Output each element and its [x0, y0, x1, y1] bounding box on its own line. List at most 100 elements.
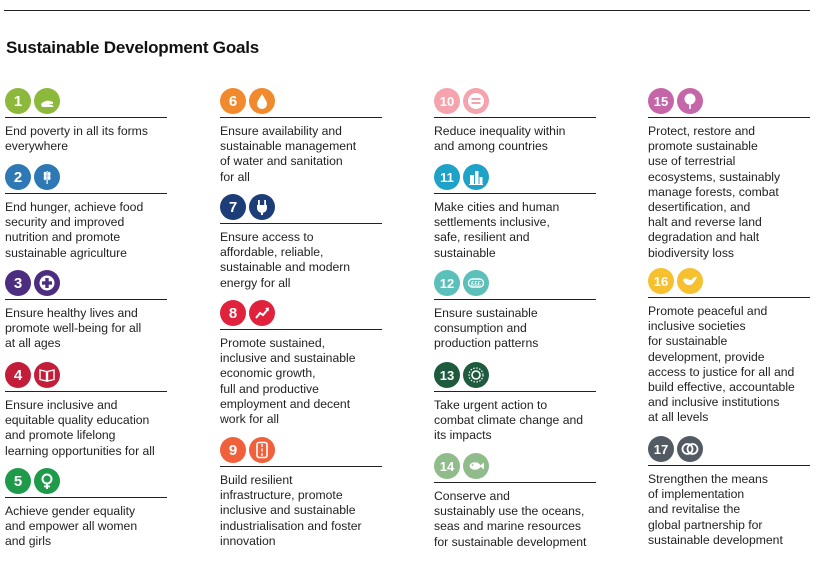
- svg-text:£££: £££: [471, 282, 482, 288]
- goal-3: 3 Ensure healthy lives and promote well-b…: [5, 270, 167, 352]
- goal-badges: 6: [220, 88, 382, 114]
- goal-11: 11 Make cities and human settlements incl…: [434, 164, 596, 261]
- goal-badges: 2: [5, 164, 167, 190]
- wheat-icon: [34, 164, 60, 190]
- goal-badges: 5: [5, 468, 167, 494]
- plug-icon: [249, 194, 275, 220]
- goal-divider: [5, 193, 167, 194]
- goal-7: 7 Ensure access to affordable, reliable, …: [220, 194, 382, 291]
- water-drop-icon: [249, 88, 275, 114]
- goal-badges: 9: [220, 437, 382, 463]
- goal-number-badge: 15: [648, 88, 674, 114]
- goal-12: 12 £££ Ensure sustainable consumption and …: [434, 270, 596, 352]
- goal-6: 6 Ensure availability and sustainable man…: [220, 88, 382, 185]
- goal-badges: 3: [5, 270, 167, 296]
- goal-divider: [5, 497, 167, 498]
- goal-number-badge: 13: [434, 362, 460, 388]
- goal-divider: [5, 299, 167, 300]
- female-symbol-icon: [34, 468, 60, 494]
- goal-4: 4 Ensure inclusive and equitable quality …: [5, 362, 167, 459]
- goal-badges: 10: [434, 88, 596, 114]
- goal-description: End hunger, achieve food security and im…: [5, 200, 144, 260]
- goal-description: Take urgent action to combat climate cha…: [434, 398, 584, 443]
- hand-icon: [34, 88, 60, 114]
- goal-10: 10 Reduce inequality within and among cou…: [434, 88, 596, 154]
- goal-number-badge: 2: [5, 164, 31, 190]
- goal-description: Ensure sustainable consumption and produ…: [434, 306, 539, 351]
- goal-divider: [5, 117, 167, 118]
- goal-description: Promote peaceful and inclusive societies…: [648, 304, 795, 425]
- goal-13: 13 Take urgent action to combat climate c…: [434, 362, 596, 444]
- goal-2: 2 End hunger, achieve food security and i…: [5, 164, 167, 261]
- growth-arrow-icon: [249, 300, 275, 326]
- goal-divider: [648, 117, 810, 118]
- goal-description: End poverty in all its forms everywhere: [5, 124, 148, 154]
- goal-divider: [434, 391, 596, 392]
- goal-5: 5 Achieve gender equality and empower all…: [5, 468, 167, 550]
- goal-14: 14 Conserve and sustainably use the ocean…: [434, 453, 596, 550]
- goal-divider: [648, 465, 810, 466]
- goal-description: Ensure access to affordable, reliable, s…: [220, 230, 351, 290]
- goal-divider: [434, 193, 596, 194]
- goal-badges: 7: [220, 194, 382, 220]
- goal-number-badge: 17: [648, 436, 674, 462]
- goal-description: Ensure availability and sustainable mana…: [220, 124, 357, 184]
- goal-number-badge: 9: [220, 437, 246, 463]
- goal-divider: [5, 391, 167, 392]
- goal-15: 15 Protect, restore and promote sustainab…: [648, 88, 810, 261]
- goal-description: Promote sustained, inclusive and sustain…: [220, 336, 356, 427]
- goal-8: 8 Promote sustained, inclusive and sustai…: [220, 300, 382, 427]
- goal-number-badge: 5: [5, 468, 31, 494]
- goal-badges: 16: [648, 268, 810, 294]
- equals-icon: [463, 88, 489, 114]
- goal-number-badge: 7: [220, 194, 246, 220]
- goal-description: Strengthen the means of implementation a…: [648, 472, 783, 547]
- goal-number-badge: 6: [220, 88, 246, 114]
- cross-icon: [34, 270, 60, 296]
- goal-description: Protect, restore and promote sustainable…: [648, 124, 781, 260]
- goal-divider: [220, 117, 382, 118]
- goal-description: Ensure inclusive and equitable quality e…: [5, 398, 155, 458]
- goal-badges: 15: [648, 88, 810, 114]
- goal-number-badge: 16: [648, 268, 674, 294]
- goal-number-badge: 11: [434, 164, 460, 190]
- tree-icon: [677, 88, 703, 114]
- goal-description: Build resilient infrastructure, promote …: [220, 473, 362, 548]
- goal-badges: 1: [5, 88, 167, 114]
- book-icon: [34, 362, 60, 388]
- goal-badges: 4: [5, 362, 167, 388]
- goal-divider: [648, 297, 810, 298]
- rings-icon: [677, 436, 703, 462]
- goal-9: 9 Build resilient infrastructure, promote…: [220, 437, 382, 549]
- goal-number-badge: 12: [434, 270, 460, 296]
- goal-divider: [434, 482, 596, 483]
- goal-badges: 12 £££: [434, 270, 596, 296]
- goal-badges: 11: [434, 164, 596, 190]
- sun-icon: [463, 362, 489, 388]
- goal-description: Achieve gender equality and empower all …: [5, 504, 138, 549]
- goal-number-badge: 14: [434, 453, 460, 479]
- road-icon: [249, 437, 275, 463]
- goal-divider: [220, 329, 382, 330]
- goal-divider: [434, 117, 596, 118]
- goal-divider: [220, 223, 382, 224]
- goal-divider: [220, 466, 382, 467]
- goal-badges: 17: [648, 436, 810, 462]
- goal-number-badge: 3: [5, 270, 31, 296]
- top-divider: [4, 10, 810, 11]
- goal-16: 16 Promote peaceful and inclusive societi…: [648, 268, 810, 426]
- goal-description: Make cities and human settlements inclus…: [434, 200, 560, 260]
- goal-1: 1 End poverty in all its forms everywhere: [5, 88, 167, 154]
- goal-description: Ensure healthy lives and promote well-be…: [5, 306, 142, 351]
- goal-badges: 8: [220, 300, 382, 326]
- goal-number-badge: 8: [220, 300, 246, 326]
- goal-number-badge: 4: [5, 362, 31, 388]
- goal-number-badge: 1: [5, 88, 31, 114]
- goal-divider: [434, 299, 596, 300]
- money-icon: £££: [463, 270, 489, 296]
- goal-description: Reduce inequality within and among count…: [434, 124, 566, 154]
- goal-17: 17 Strengthen the means of implementation…: [648, 436, 810, 548]
- fish-icon: [463, 453, 489, 479]
- dove-icon: [677, 268, 703, 294]
- goal-badges: 13: [434, 362, 596, 388]
